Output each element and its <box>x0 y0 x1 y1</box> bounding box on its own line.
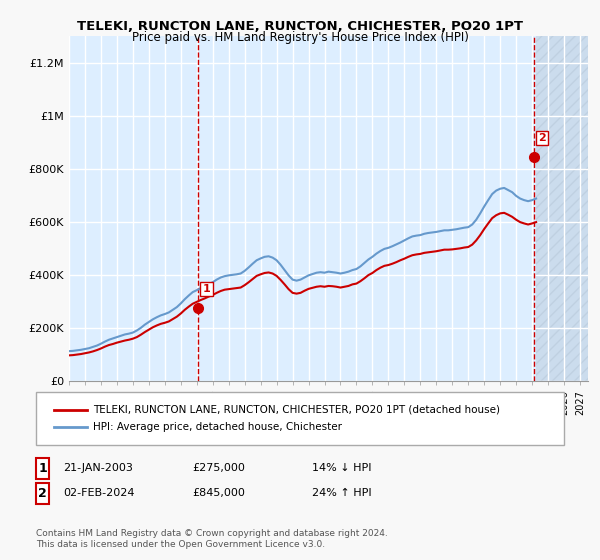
Text: TELEKI, RUNCTON LANE, RUNCTON, CHICHESTER, PO20 1PT (detached house): TELEKI, RUNCTON LANE, RUNCTON, CHICHESTE… <box>93 405 500 415</box>
Text: Contains HM Land Registry data © Crown copyright and database right 2024.
This d: Contains HM Land Registry data © Crown c… <box>36 529 388 549</box>
Text: 1: 1 <box>38 461 47 475</box>
Text: TELEKI, RUNCTON LANE, RUNCTON, CHICHESTER, PO20 1PT: TELEKI, RUNCTON LANE, RUNCTON, CHICHESTE… <box>77 20 523 32</box>
Text: 1: 1 <box>203 284 211 294</box>
Text: 2: 2 <box>538 133 546 143</box>
Text: £275,000: £275,000 <box>192 463 245 473</box>
Text: 02-FEB-2024: 02-FEB-2024 <box>63 488 134 498</box>
Text: Price paid vs. HM Land Registry's House Price Index (HPI): Price paid vs. HM Land Registry's House … <box>131 31 469 44</box>
Text: 21-JAN-2003: 21-JAN-2003 <box>63 463 133 473</box>
Bar <box>536 36 588 381</box>
Text: £845,000: £845,000 <box>192 488 245 498</box>
Text: 2: 2 <box>38 487 47 500</box>
Text: 24% ↑ HPI: 24% ↑ HPI <box>312 488 371 498</box>
Text: 14% ↓ HPI: 14% ↓ HPI <box>312 463 371 473</box>
Text: HPI: Average price, detached house, Chichester: HPI: Average price, detached house, Chic… <box>93 422 342 432</box>
